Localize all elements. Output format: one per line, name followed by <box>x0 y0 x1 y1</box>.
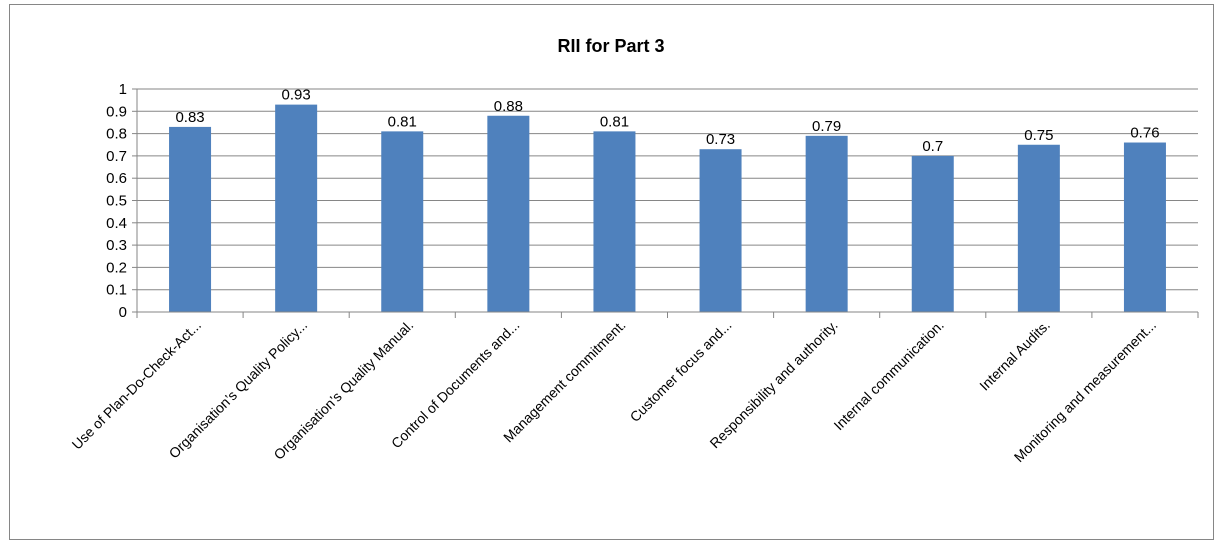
bar <box>699 149 742 312</box>
x-category-label: Internal Audits. <box>976 317 1053 394</box>
data-label: 0.93 <box>282 87 311 104</box>
data-label: 0.75 <box>1024 127 1053 144</box>
bar <box>1123 142 1166 312</box>
bar <box>275 104 318 312</box>
data-label: 0.76 <box>1130 125 1159 142</box>
bars <box>169 104 1166 312</box>
y-tick-label: 0.3 <box>106 237 127 254</box>
bar <box>805 135 848 312</box>
y-tick-label: 1 <box>119 81 127 98</box>
x-category-label: Responsibility and authority. <box>706 317 840 451</box>
y-tick-label: 0.2 <box>106 259 127 276</box>
data-label: 0.83 <box>175 109 204 126</box>
data-labels: 0.83 0.93 0.81 0.88 0.81 0.73 0.79 0.7 0.75 0.76 <box>175 87 1159 155</box>
x-axis-category-labels: Use of Plan-Do-Check-Act...Organisation’… <box>69 317 1160 465</box>
y-axis-tick-labels: 0 0.1 0.2 0.3 0.4 0.5 0.6 0.7 0.8 0.9 1 <box>106 81 127 321</box>
data-label: 0.81 <box>600 113 629 130</box>
y-tick-label: 0 <box>119 304 127 321</box>
bar <box>381 131 424 312</box>
y-tick-label: 0.5 <box>106 193 127 210</box>
axes <box>132 88 1199 318</box>
data-label: 0.73 <box>706 131 735 148</box>
data-label: 0.7 <box>922 138 943 155</box>
y-tick-label: 0.6 <box>106 170 127 187</box>
data-label: 0.79 <box>812 118 841 135</box>
y-tick-label: 0.7 <box>106 148 127 165</box>
bar <box>487 115 530 312</box>
bar <box>1017 144 1060 312</box>
x-category-label: Internal communication. <box>830 317 946 433</box>
bar <box>593 131 636 312</box>
bar <box>169 126 212 312</box>
y-tick-label: 0.8 <box>106 126 127 143</box>
y-tick-label: 0.4 <box>106 215 127 232</box>
data-label: 0.81 <box>388 113 417 130</box>
chart-title: RII for Part 3 <box>557 36 664 56</box>
data-label: 0.88 <box>494 98 523 115</box>
x-category-label: Customer focus and... <box>627 317 735 425</box>
y-tick-label: 0.1 <box>106 282 127 299</box>
bar <box>911 155 954 312</box>
y-tick-label: 0.9 <box>106 103 127 120</box>
x-category-label: Management commitment. <box>500 317 629 446</box>
